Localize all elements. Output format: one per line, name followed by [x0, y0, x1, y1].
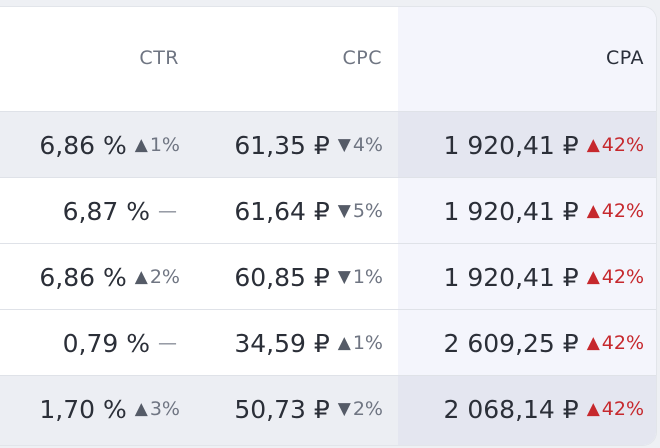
cpc-delta-value: 2% [352, 398, 383, 420]
cpc-cell: 34,59 ₽ ▲ 1% [190, 310, 383, 376]
cpc-value: 61,64 ₽ [234, 196, 330, 226]
ctr-cell: 6,86 % ▲ 2% [0, 244, 180, 310]
trend-up-icon: ▲ [134, 135, 148, 155]
cpc-cell: 61,64 ₽ ▼ 5% [190, 178, 383, 244]
cpc-value: 60,85 ₽ [234, 262, 330, 292]
trend-up-icon: ▲ [337, 333, 351, 353]
cpa-value: 1 920,41 ₽ [443, 130, 579, 160]
trend-up-icon: ▲ [586, 267, 600, 287]
trend-down-icon: ▼ [337, 201, 351, 221]
cpa-delta: ▲ 42% [587, 200, 644, 222]
ctr-value: 6,86 % [39, 130, 127, 160]
trend-up-icon: ▲ [134, 399, 148, 419]
cpa-delta: ▲ 42% [587, 134, 644, 156]
ctr-value: 6,87 % [62, 196, 150, 226]
table-row: 0,79 % — 34,59 ₽ ▲ 1% 2 609,25 ₽ ▲ 42% [0, 309, 656, 376]
trend-up-icon: ▲ [586, 333, 600, 353]
cpa-value: 2 609,25 ₽ [443, 328, 579, 358]
trend-up-icon: ▲ [586, 201, 600, 221]
header-ctr[interactable]: CTR [139, 47, 179, 69]
cpa-cell-bg [398, 376, 656, 445]
cpc-value: 34,59 ₽ [234, 328, 330, 358]
ctr-cell: 6,86 % ▲ 1% [0, 112, 180, 178]
cpc-delta: ▼ 2% [338, 398, 383, 420]
cpa-cell: 1 920,41 ₽ ▲ 42% [398, 112, 645, 178]
table-row: 1,70 % ▲ 3% 50,73 ₽ ▼ 2% 2 068,14 ₽ ▲ 42… [0, 375, 656, 445]
cpa-delta: ▲ 42% [587, 332, 644, 354]
cpc-delta: ▼ 1% [338, 266, 383, 288]
cpa-delta-value: 42% [601, 266, 644, 288]
cpc-delta: ▲ 1% [338, 332, 383, 354]
cpa-value: 2 068,14 ₽ [443, 394, 579, 424]
trend-down-icon: ▼ [337, 135, 351, 155]
trend-up-icon: ▲ [586, 399, 600, 419]
no-change-dash: — [158, 200, 177, 222]
cpa-delta: ▲ 42% [587, 398, 644, 420]
ctr-cell: 6,87 % — [0, 178, 180, 244]
cpa-value: 1 920,41 ₽ [443, 196, 579, 226]
trend-up-icon: ▲ [134, 267, 148, 287]
header-cpc[interactable]: CPC [342, 47, 382, 69]
metrics-table: CTR CPC CPA 6,86 % ▲ 1% 61,35 ₽ ▼ 4% [0, 7, 656, 445]
cpc-cell: 60,85 ₽ ▼ 1% [190, 244, 383, 310]
cpa-cell-bg [398, 112, 656, 178]
cpa-cell: 1 920,41 ₽ ▲ 42% [398, 244, 645, 310]
cpc-value: 50,73 ₽ [234, 394, 330, 424]
ctr-value: 6,86 % [39, 262, 127, 292]
cpa-delta-value: 42% [601, 398, 644, 420]
stats-card: CTR CPC CPA 6,86 % ▲ 1% 61,35 ₽ ▼ 4% [0, 6, 657, 446]
ctr-cell: 0,79 % — [0, 310, 180, 376]
ctr-delta: ▲ 1% [135, 134, 180, 156]
cpc-cell: 50,73 ₽ ▼ 2% [190, 376, 383, 442]
ctr-delta-value: 2% [149, 266, 180, 288]
ctr-value: 1,70 % [39, 394, 127, 424]
cpc-delta: ▼ 5% [338, 200, 383, 222]
cpc-delta-value: 4% [352, 134, 383, 156]
trend-down-icon: ▼ [337, 399, 351, 419]
ctr-delta: ▲ 3% [135, 398, 180, 420]
header-cpa[interactable]: CPA [605, 47, 644, 69]
table-header: CTR CPC CPA [0, 7, 656, 111]
cpc-delta-value: 5% [352, 200, 383, 222]
cpa-delta: ▲ 42% [587, 266, 644, 288]
ctr-delta-value: 1% [149, 134, 180, 156]
ctr-cell: 1,70 % ▲ 3% [0, 376, 180, 442]
no-change-dash: — [158, 332, 177, 354]
trend-down-icon: ▼ [337, 267, 351, 287]
cpa-cell: 1 920,41 ₽ ▲ 42% [398, 178, 645, 244]
cpa-column-highlight [398, 7, 656, 445]
trend-up-icon: ▲ [586, 135, 600, 155]
cpc-delta: ▼ 4% [338, 134, 383, 156]
table-row: 6,87 % — 61,64 ₽ ▼ 5% 1 920,41 ₽ ▲ 42% [0, 177, 656, 244]
cpa-cell: 2 068,14 ₽ ▲ 42% [398, 376, 645, 442]
cpc-delta-value: 1% [352, 266, 383, 288]
cpc-value: 61,35 ₽ [234, 130, 330, 160]
ctr-value: 0,79 % [62, 328, 150, 358]
ctr-delta-value: 3% [149, 398, 180, 420]
cpc-cell: 61,35 ₽ ▼ 4% [190, 112, 383, 178]
cpa-delta-value: 42% [601, 332, 644, 354]
ctr-delta: ▲ 2% [135, 266, 180, 288]
cpa-delta-value: 42% [601, 200, 644, 222]
cpa-cell: 2 609,25 ₽ ▲ 42% [398, 310, 645, 376]
cpc-delta-value: 1% [352, 332, 383, 354]
cpa-delta-value: 42% [601, 134, 644, 156]
cpa-value: 1 920,41 ₽ [443, 262, 579, 292]
table-row: 6,86 % ▲ 2% 60,85 ₽ ▼ 1% 1 920,41 ₽ ▲ 42… [0, 243, 656, 310]
table-row: 6,86 % ▲ 1% 61,35 ₽ ▼ 4% 1 920,41 ₽ ▲ 42… [0, 111, 656, 178]
